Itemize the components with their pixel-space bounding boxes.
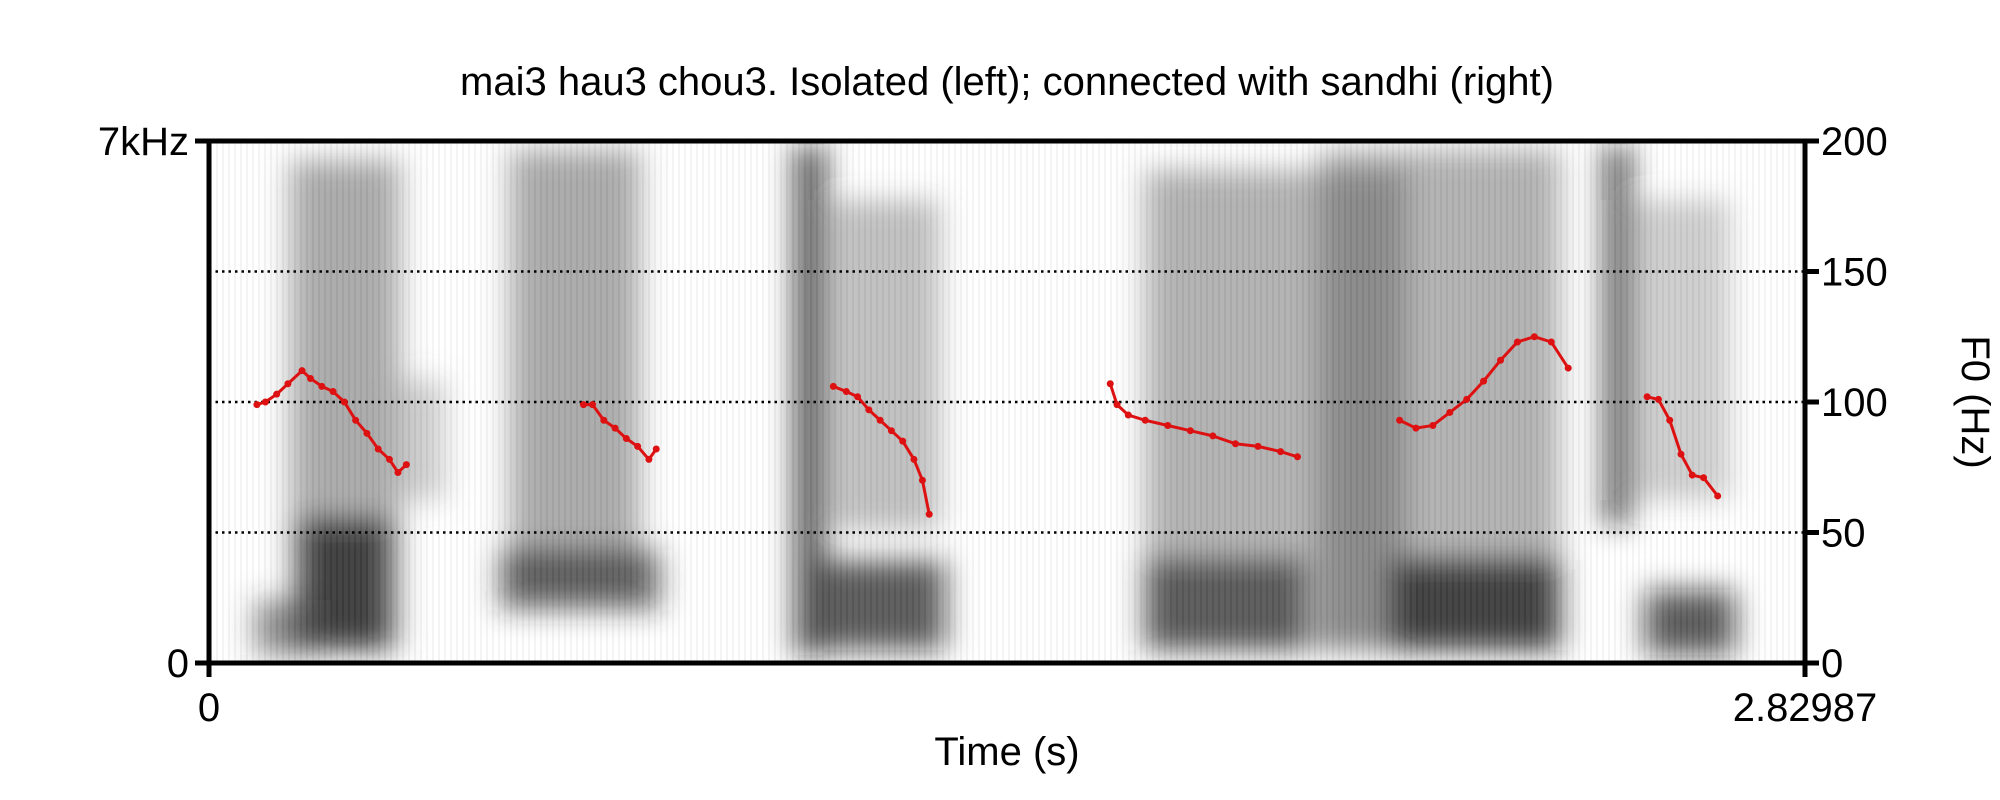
f0-point	[402, 461, 410, 469]
f0-point	[1714, 492, 1722, 500]
f0-point	[1106, 380, 1114, 388]
f0-point	[1446, 408, 1454, 416]
f0-point	[589, 401, 597, 409]
f0-point	[622, 435, 630, 443]
y-tick-label: 7kHz	[98, 120, 189, 164]
f0-point	[842, 388, 850, 396]
f0-point	[899, 437, 907, 445]
f0-point	[1654, 395, 1662, 403]
y2-tick-label: 100	[1821, 381, 1888, 425]
f0-point	[579, 401, 587, 409]
f0-point	[611, 424, 619, 432]
f0-point	[1666, 416, 1674, 424]
f0-point	[1688, 471, 1696, 479]
f0-point	[284, 380, 292, 388]
f0-point	[1513, 338, 1521, 346]
f0-point	[634, 442, 642, 450]
f0-point	[1700, 474, 1708, 482]
f0-point	[1186, 427, 1194, 435]
f0-point	[1564, 364, 1572, 372]
f0-point	[918, 476, 926, 484]
f0-point	[1254, 442, 1262, 450]
f0-point	[910, 455, 918, 463]
f0-point	[298, 367, 306, 375]
f0-point	[1677, 450, 1685, 458]
y2-tick-label: 0	[1821, 642, 1843, 686]
f0-point	[600, 416, 608, 424]
f0-point	[865, 406, 873, 414]
y-tick-label: 0	[167, 642, 189, 686]
f0-point	[1277, 448, 1285, 456]
f0-point	[352, 416, 360, 424]
f0-point	[1480, 377, 1488, 385]
f0-point	[1463, 395, 1471, 403]
f0-point	[1113, 401, 1121, 409]
f0-point	[261, 398, 269, 406]
spectrogram-texture	[209, 141, 1805, 663]
chart-title: mai3 hau3 chou3. Isolated (left); connec…	[460, 60, 1554, 104]
f0-point	[1231, 440, 1239, 448]
f0-point	[363, 429, 371, 437]
f0-point	[329, 388, 337, 396]
f0-point	[253, 401, 261, 409]
f0-point	[1124, 411, 1132, 419]
f0-point	[318, 382, 326, 390]
f0-point	[1141, 416, 1149, 424]
y2-tick-label: 50	[1821, 512, 1866, 556]
f0-point	[307, 375, 315, 383]
x-tick-label: 2.82987	[1733, 686, 1878, 730]
f0-point	[854, 393, 862, 401]
f0-point	[1547, 338, 1555, 346]
f0-point	[829, 382, 837, 390]
y2-tick-label: 200	[1821, 120, 1888, 164]
f0-point	[1164, 421, 1172, 429]
f0-point	[374, 445, 382, 453]
x-tick-label: 0	[198, 686, 220, 730]
f0-point	[273, 390, 281, 398]
f0-point	[645, 455, 653, 463]
y2-axis-label: F0 (Hz)	[1953, 335, 1997, 468]
f0-point	[925, 510, 933, 518]
f0-point	[385, 455, 393, 463]
f0-point	[876, 416, 884, 424]
f0-point	[887, 427, 895, 435]
f0-point	[1396, 416, 1404, 424]
f0-point	[340, 398, 348, 406]
f0-point	[1429, 421, 1437, 429]
f0-point	[1209, 432, 1217, 440]
x-axis-label: Time (s)	[934, 730, 1079, 774]
f0-point	[1497, 356, 1505, 364]
y2-tick-label: 150	[1821, 251, 1888, 295]
f0-point	[652, 445, 660, 453]
f0-point	[1530, 333, 1538, 341]
f0-point	[1412, 424, 1420, 432]
f0-point	[394, 468, 402, 476]
f0-point	[1293, 453, 1301, 461]
f0-point	[1643, 393, 1651, 401]
